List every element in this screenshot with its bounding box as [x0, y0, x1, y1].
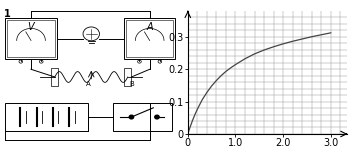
Circle shape [19, 60, 22, 63]
FancyBboxPatch shape [7, 20, 55, 57]
Circle shape [129, 115, 134, 119]
FancyBboxPatch shape [51, 68, 58, 86]
FancyBboxPatch shape [126, 20, 173, 57]
FancyBboxPatch shape [124, 68, 131, 86]
Circle shape [39, 60, 43, 63]
Text: A: A [86, 81, 91, 87]
Text: 1: 1 [4, 9, 11, 19]
FancyBboxPatch shape [6, 18, 57, 59]
Text: A: A [146, 22, 153, 32]
FancyBboxPatch shape [6, 103, 88, 131]
Circle shape [83, 27, 99, 41]
Text: V: V [28, 22, 34, 32]
FancyBboxPatch shape [113, 103, 172, 131]
FancyBboxPatch shape [124, 18, 175, 59]
Circle shape [155, 115, 159, 119]
Circle shape [138, 60, 141, 63]
Circle shape [158, 60, 162, 63]
Y-axis label: I/A: I/A [153, 0, 165, 1]
Text: B: B [130, 81, 134, 87]
